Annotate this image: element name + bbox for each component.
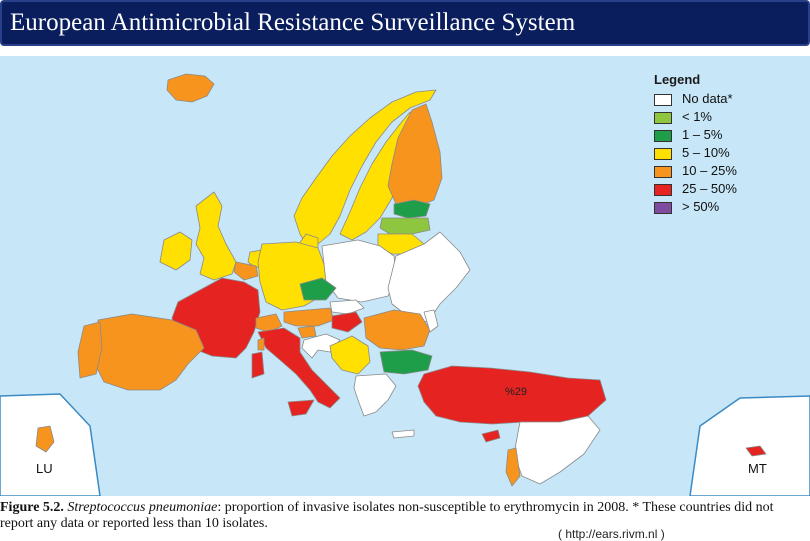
legend-item-no-data: No data* xyxy=(650,91,760,109)
country-iceland xyxy=(166,73,215,103)
country-latvia xyxy=(379,217,431,235)
legend-label: 25 – 50% xyxy=(682,181,737,196)
country-italy xyxy=(257,327,341,409)
country-austria xyxy=(283,307,335,327)
legend-item-5-10: 5 – 10% xyxy=(650,145,760,163)
legend-item-1-5: 1 – 5% xyxy=(650,127,760,145)
country-uk xyxy=(195,191,237,281)
legend-label: No data* xyxy=(682,91,733,106)
island-crete xyxy=(391,429,415,439)
legend-item-gt-50: > 50% xyxy=(650,199,760,217)
legend-label: 10 – 25% xyxy=(682,163,737,178)
figure-caption: Figure 5.2. Streptococcus pneumoniae: pr… xyxy=(0,500,808,532)
legend-item-lt-1: < 1% xyxy=(650,109,760,127)
legend-swatch xyxy=(654,130,672,142)
inset-malta-frame xyxy=(689,395,810,496)
country-poland xyxy=(321,239,397,303)
country-hungary xyxy=(331,311,363,333)
country-croatia xyxy=(301,333,341,359)
country-ireland xyxy=(159,231,193,271)
country-moldova xyxy=(423,309,439,333)
country-romania xyxy=(363,309,431,351)
inset-label-mt: MT xyxy=(748,461,767,476)
species-name: Streptococcus pneumoniae xyxy=(67,500,218,515)
island-sardinia xyxy=(251,351,265,379)
region-east-no-data xyxy=(387,231,471,323)
figure-number: Figure 5.2. xyxy=(0,500,64,515)
legend-title: Legend xyxy=(654,72,701,87)
legend-label: < 1% xyxy=(682,109,712,124)
island-sicily xyxy=(287,399,315,417)
map-svg xyxy=(0,73,810,496)
legend-swatch xyxy=(654,148,672,160)
legend-swatch xyxy=(654,166,672,178)
legend-label: 1 – 5% xyxy=(682,127,723,142)
country-slovenia xyxy=(297,325,317,339)
region-balkans-no-data xyxy=(329,335,371,375)
legend-label: > 50% xyxy=(682,199,720,214)
island-corsica xyxy=(257,337,265,351)
legend-swatch xyxy=(654,112,672,124)
europe-map: Legend No data* < 1% 1 – 5% 5 – 10% 10 –… xyxy=(0,56,810,496)
country-czech xyxy=(299,277,337,301)
country-estonia xyxy=(393,199,431,219)
inset-luxembourg xyxy=(35,425,55,453)
legend-item-25-50: 25 – 50% xyxy=(650,181,760,199)
country-greece xyxy=(353,373,397,417)
country-norway xyxy=(293,89,437,245)
inset-malta xyxy=(745,445,767,457)
country-israel xyxy=(505,447,521,487)
region-middle-east-no-data xyxy=(513,415,601,485)
country-bulgaria xyxy=(379,349,433,375)
country-belgium xyxy=(233,261,259,281)
legend-swatch xyxy=(654,94,672,106)
legend-label: 5 – 10% xyxy=(682,145,730,160)
page-title: European Antimicrobial Resistance Survei… xyxy=(10,9,576,36)
inset-label-lu: LU xyxy=(36,461,53,476)
caption-text: : proportion of invasive isolates non-su… xyxy=(0,500,774,531)
title-bar: European Antimicrobial Resistance Survei… xyxy=(0,0,810,46)
legend-item-10-25: 10 – 25% xyxy=(650,163,760,181)
legend: Legend No data* < 1% 1 – 5% 5 – 10% 10 –… xyxy=(650,72,760,217)
turkey-value-label: %29 xyxy=(505,386,528,398)
source-link[interactable]: ( http://ears.rivm.nl ) xyxy=(556,527,667,541)
legend-swatch xyxy=(654,202,672,214)
country-finland xyxy=(387,103,443,209)
legend-swatch xyxy=(654,184,672,196)
country-portugal xyxy=(77,321,103,379)
country-slovakia xyxy=(329,299,365,315)
island-cyprus xyxy=(481,429,501,443)
